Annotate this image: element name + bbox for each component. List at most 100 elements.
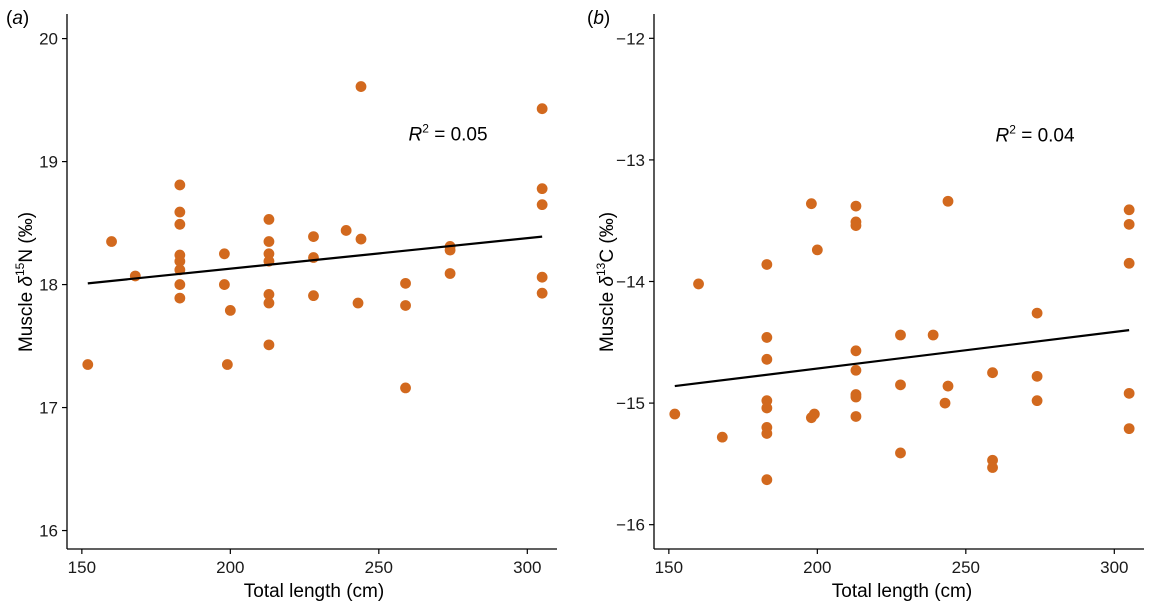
panel-a-data-point <box>263 297 275 309</box>
panel-b-x-tick-label: 200 <box>803 558 831 577</box>
panel-b-x-tick-label: 250 <box>952 558 980 577</box>
panel-b-y-tick-label: −12 <box>616 29 645 48</box>
panel-a-y-tick-label: 17 <box>39 399 58 418</box>
panel-a-fit-line <box>87 235 543 285</box>
panel-b-chart: (b) −16 −15 −14 −13 −12 150 200 250 300 R2 = 0.… <box>587 8 1144 602</box>
panel-a-data-point <box>536 183 548 195</box>
panel-a-data-point <box>82 359 94 370</box>
panel-b-x-tick-label: 150 <box>655 558 683 577</box>
panel-a-data-point <box>174 179 186 191</box>
panel-a-data-point <box>400 277 411 289</box>
panel-b-data-point <box>1123 387 1135 399</box>
panel-b-points <box>669 195 1135 486</box>
panel-a-data-point <box>263 289 275 300</box>
panel-a-y-tick-label: 16 <box>39 522 58 541</box>
panel-a-label: (a) <box>6 8 29 29</box>
panel-b-data-point <box>895 379 906 391</box>
panel-a-data-point <box>263 248 275 260</box>
panel-b-data-point <box>850 200 862 212</box>
panel-a-data-point <box>536 103 548 115</box>
panel-a-data-point <box>218 248 230 260</box>
panel-b-data-point <box>693 278 704 290</box>
panel-b-data-point <box>850 411 862 422</box>
panel-a-data-point <box>263 236 275 247</box>
panel-a-data-point <box>400 300 411 311</box>
panel-b-data-point <box>1031 395 1043 407</box>
panel-a-data-point <box>263 213 275 225</box>
panel-a-data-point <box>400 382 411 394</box>
panel-a-y-tick-label: 20 <box>39 30 58 49</box>
panel-b-x-tick-label: 300 <box>1100 558 1128 577</box>
panel-b-data-point <box>850 391 862 403</box>
panel-a-x-tick-label: 300 <box>513 558 541 577</box>
panel-b-y-tick-label: −13 <box>616 151 645 170</box>
panel-b-data-point <box>1123 423 1135 435</box>
panel-b-data-point <box>895 329 906 341</box>
panel-b-x-ticks: 150 200 250 300 <box>655 549 1128 577</box>
panel-a-x-tick-label: 200 <box>216 558 244 577</box>
panel-a-data-point <box>352 297 364 309</box>
panel-a-data-point <box>355 233 367 245</box>
panel-b-r2-annotation: R2 = 0.04 <box>996 123 1075 147</box>
panel-b-data-point <box>850 220 862 231</box>
panel-a-y-ticks: 16 17 18 19 20 <box>39 30 67 541</box>
panel-a-data-point <box>536 271 548 283</box>
panel-b-y-axis-title: Muscle δ13C (‰) <box>594 212 618 352</box>
panel-a-data-point <box>224 305 236 316</box>
panel-a-points <box>82 81 548 394</box>
panel-a-x-axis-title: Total length (cm) <box>244 581 384 602</box>
panel-b-data-point <box>761 259 773 270</box>
panel-b-data-point <box>1031 307 1043 319</box>
panel-b-data-point <box>1123 218 1135 230</box>
panel-a-data-point <box>263 339 275 351</box>
panel-a-data-point <box>174 206 186 218</box>
panel-b-data-point <box>716 431 728 443</box>
panel-a-x-tick-label: 250 <box>365 558 393 577</box>
panel-b-fit-line <box>674 329 1130 388</box>
panel-a-y-axis-title: Muscle δ15N (‰) <box>13 212 37 352</box>
panel-a-data-point <box>308 231 319 243</box>
panel-b-data-point <box>761 474 773 486</box>
panel-a-data-point <box>174 255 186 267</box>
panel-b-y-tick-label: −14 <box>616 273 645 292</box>
panel-b-data-point <box>987 462 998 473</box>
panel-b-data-point <box>895 447 906 459</box>
panel-b-data-point <box>808 408 820 420</box>
panel-a-y-tick-label: 19 <box>39 153 58 172</box>
panel-b-data-point <box>939 397 951 409</box>
panel-b-data-point <box>1031 370 1043 382</box>
panel-b-data-point <box>942 380 954 392</box>
panel-b-y-tick-label: −15 <box>616 394 645 413</box>
panel-a-data-point <box>536 199 548 211</box>
panel-b-data-point <box>850 364 862 376</box>
panel-b-x-axis-title: Total length (cm) <box>832 581 972 602</box>
panel-a-y-tick-label: 18 <box>39 276 58 295</box>
panel-b-data-point <box>669 408 681 420</box>
panel-a-x-ticks: 150 200 250 300 <box>68 549 541 577</box>
panel-b-data-point <box>1123 204 1135 216</box>
panel-b-data-point <box>761 332 773 343</box>
panel-a-data-point <box>174 218 186 230</box>
panel-b-label: (b) <box>587 8 610 29</box>
panel-b-data-point <box>811 244 823 256</box>
panel-b-y-tick-label: −16 <box>616 516 645 535</box>
panel-b-y-ticks: −16 −15 −14 −13 −12 <box>616 29 654 535</box>
panel-a-data-point <box>308 290 319 302</box>
panel-a-x-tick-label: 150 <box>68 558 96 577</box>
panel-b-data-point <box>850 345 862 357</box>
panel-b-data-point <box>761 402 773 414</box>
panel-a-r2-annotation: R2 = 0.05 <box>409 122 488 146</box>
panel-b-data-point <box>1123 257 1135 269</box>
panel-a-chart: (a) 16 17 18 19 20 150 200 250 300 R2 = 0.05 To… <box>6 8 557 602</box>
panel-a-data-point <box>106 236 117 247</box>
panel-a-data-point <box>218 279 230 290</box>
panel-a-data-point <box>174 279 186 290</box>
panel-b-data-point <box>942 195 954 207</box>
panel-a-data-point <box>340 225 352 236</box>
panel-b-data-point <box>805 198 817 210</box>
panel-a-data-point <box>221 359 233 370</box>
panel-b-data-point <box>927 329 939 341</box>
panel-a-data-point <box>174 292 186 304</box>
panel-a-data-point <box>355 81 367 92</box>
